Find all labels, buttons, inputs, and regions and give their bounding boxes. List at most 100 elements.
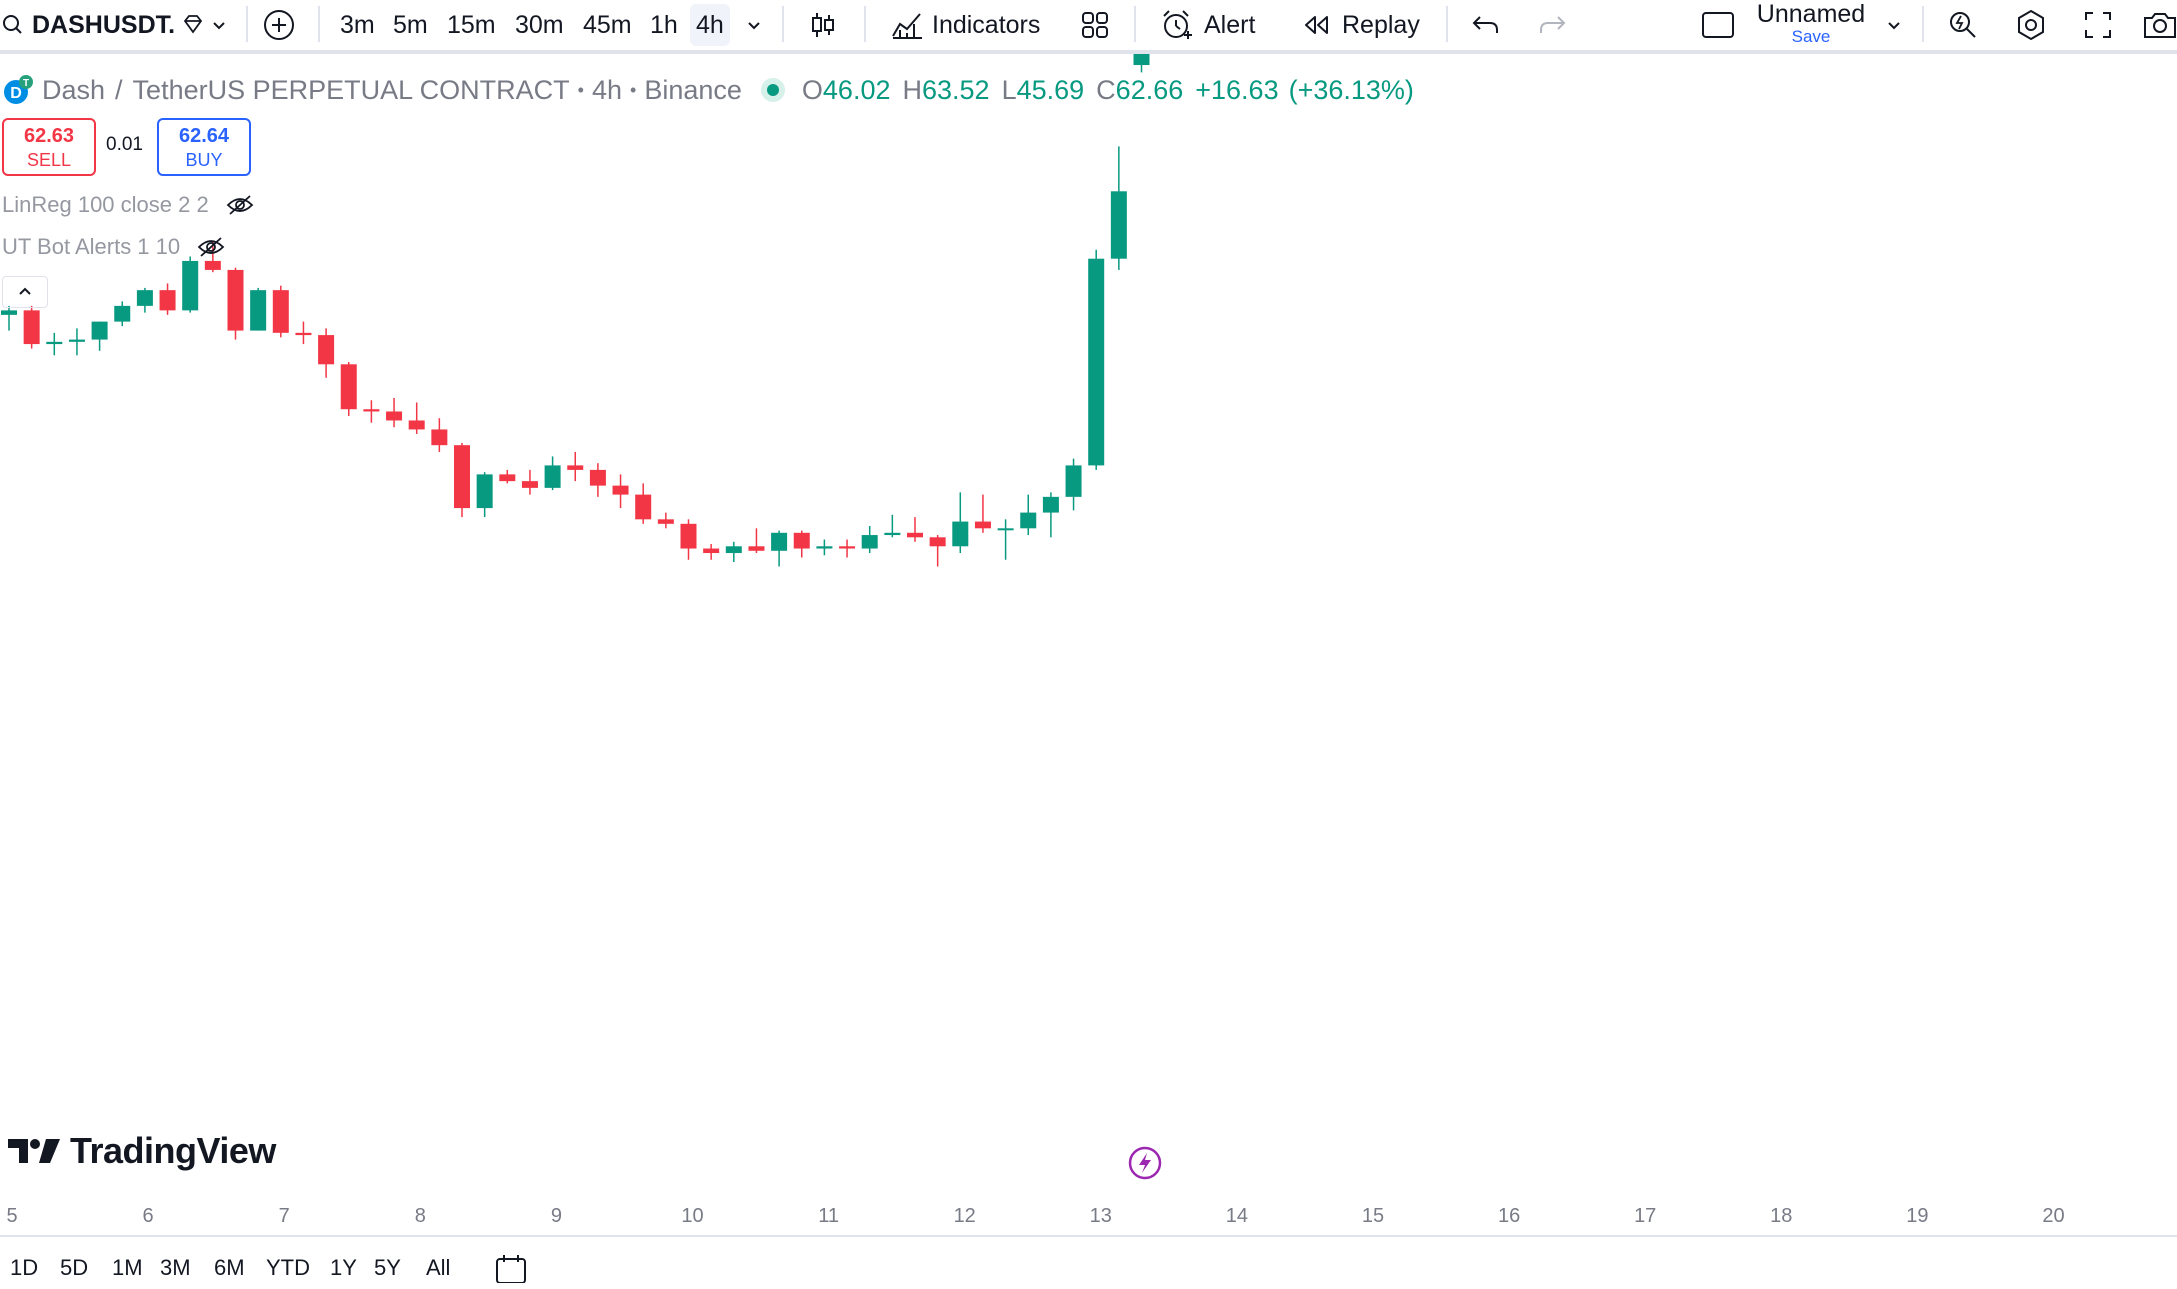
legend-high-label: H	[902, 74, 922, 105]
range-button-all[interactable]: All	[426, 1255, 451, 1280]
candle-body	[499, 474, 516, 482]
premium-dropdown[interactable]	[180, 0, 228, 50]
redo-button[interactable]	[1536, 0, 1568, 50]
layout-dropdown[interactable]	[1884, 0, 1904, 50]
alert-label: Alert	[1204, 10, 1256, 39]
eye-off-icon[interactable]	[225, 193, 255, 217]
fullscreen-icon	[2082, 9, 2114, 41]
calendar-icon[interactable]	[494, 1253, 528, 1283]
timeframe-dropdown[interactable]	[744, 0, 764, 50]
legend-exchange[interactable]: Binance	[644, 74, 742, 105]
range-button-3m[interactable]: 3M	[160, 1255, 191, 1280]
buy-price: 62.64	[178, 125, 230, 147]
time-axis-label: 16	[1498, 1205, 1520, 1227]
candle-body	[476, 474, 493, 509]
legend-change: +16.63	[1195, 74, 1279, 105]
price-chart[interactable]: 5 6 7 8 9 10 11 12 13 14 15 16 17 18 19 20	[0, 54, 2177, 1289]
legend-high-value: 63.52	[921, 74, 990, 105]
candle-body	[567, 465, 584, 470]
candle-body	[725, 546, 742, 554]
candle-body	[1042, 496, 1059, 513]
tradingview-wordmark: TradingView	[70, 1130, 276, 1171]
candle-body	[91, 321, 108, 340]
range-button-5d[interactable]: 5D	[60, 1255, 89, 1280]
candle-body	[250, 290, 267, 331]
rewind-icon	[1300, 11, 1332, 39]
legend-low-label: L	[1001, 74, 1017, 105]
candle-body	[386, 411, 403, 421]
range-button-ytd[interactable]: YTD	[266, 1255, 310, 1280]
alert-button[interactable]: Alert	[1160, 0, 1255, 50]
tradingview-watermark[interactable]: TradingView	[6, 1130, 276, 1172]
chart-type-button[interactable]	[808, 0, 838, 50]
time-axis-label: 20	[2042, 1205, 2064, 1227]
timeframe-30m[interactable]: 30m	[515, 11, 564, 39]
candle-body	[340, 364, 357, 410]
chevron-down-icon	[744, 15, 764, 35]
svg-text:T: T	[23, 78, 29, 89]
candle-body	[272, 290, 289, 333]
templates-button[interactable]	[1080, 0, 1110, 50]
candle-body	[318, 335, 335, 365]
buy-button[interactable]: 62.64 BUY	[157, 118, 251, 176]
candle-body	[589, 469, 606, 486]
candle-body	[544, 465, 561, 488]
legend-separator: /	[115, 74, 123, 105]
time-axis[interactable]: 5 6 7 8 9 10 11 12 13 14 15 16 17 18 19 20	[6, 1205, 2064, 1227]
search-icon	[0, 11, 28, 39]
candle-body	[521, 481, 538, 488]
range-button-1y[interactable]: 1Y	[330, 1255, 357, 1280]
range-button-1d[interactable]: 1D	[10, 1255, 39, 1280]
candle-body	[68, 339, 85, 342]
toolbar-divider	[318, 6, 320, 42]
range-button-1m[interactable]: 1M	[112, 1255, 143, 1280]
candle-body	[1020, 512, 1037, 529]
snapshot-button[interactable]	[2142, 0, 2177, 50]
fullscreen-button[interactable]	[2082, 0, 2114, 50]
candle-body	[612, 485, 629, 495]
save-label: Save	[1791, 27, 1831, 46]
candle-body	[182, 260, 199, 311]
undo-button[interactable]	[1470, 0, 1502, 50]
candle-body	[952, 521, 969, 547]
indicator-row-utbot[interactable]: UT Bot Alerts 1 10	[2, 234, 226, 260]
time-axis-label: 14	[1226, 1205, 1248, 1227]
range-button-6m[interactable]: 6M	[214, 1255, 245, 1280]
top-toolbar: DASHUSDT. 3m 5m 15m 30m 45m 1h 4h Indi	[0, 0, 2177, 54]
candle-body	[974, 521, 991, 529]
timeframe-4h[interactable]: 4h	[690, 4, 730, 46]
legend-interval[interactable]: 4h	[591, 74, 622, 105]
range-button-5y[interactable]: 5Y	[374, 1255, 401, 1280]
layout-toggle-button[interactable]	[1700, 0, 1736, 50]
indicators-label: Indicators	[932, 10, 1041, 39]
lightning-icon	[1128, 1146, 1162, 1180]
time-axis-label: 9	[551, 1205, 562, 1227]
save-layout-button[interactable]: Unnamed Save	[1756, 0, 1866, 50]
collapse-indicators-button[interactable]	[2, 276, 48, 308]
tradingview-logo-icon	[6, 1135, 62, 1167]
replay-button[interactable]: Replay	[1300, 0, 1420, 50]
indicators-button[interactable]: Indicators	[890, 0, 1040, 50]
eye-off-icon[interactable]	[196, 235, 226, 259]
market-open-status-icon[interactable]	[760, 77, 786, 103]
candle-body	[884, 532, 901, 536]
timeframe-3m[interactable]: 3m	[340, 11, 375, 39]
compare-add-button[interactable]	[262, 0, 296, 50]
sell-button[interactable]: 62.63 SELL	[2, 118, 96, 176]
legend-contract[interactable]: TetherUS PERPETUAL CONTRACT	[132, 74, 570, 105]
toolbar-divider	[1922, 6, 1924, 42]
time-axis-label: 5	[6, 1205, 17, 1227]
indicator-row-linreg[interactable]: LinReg 100 close 2 2	[2, 192, 255, 218]
quick-search-icon	[1946, 8, 1980, 42]
timeframe-15m[interactable]: 15m	[447, 11, 496, 39]
timeframe-45m[interactable]: 45m	[583, 11, 632, 39]
timeframe-5m[interactable]: 5m	[393, 11, 428, 39]
settings-button[interactable]	[2014, 0, 2048, 50]
event-marker[interactable]	[1128, 1146, 1162, 1180]
symbol-search-button[interactable]: DASHUSDT.	[0, 0, 175, 50]
quick-search-button[interactable]	[1946, 0, 1980, 50]
timeframe-1h[interactable]: 1h	[650, 11, 678, 39]
legend-symbol-name[interactable]: Dash	[42, 74, 106, 105]
candle-body	[1, 310, 17, 315]
